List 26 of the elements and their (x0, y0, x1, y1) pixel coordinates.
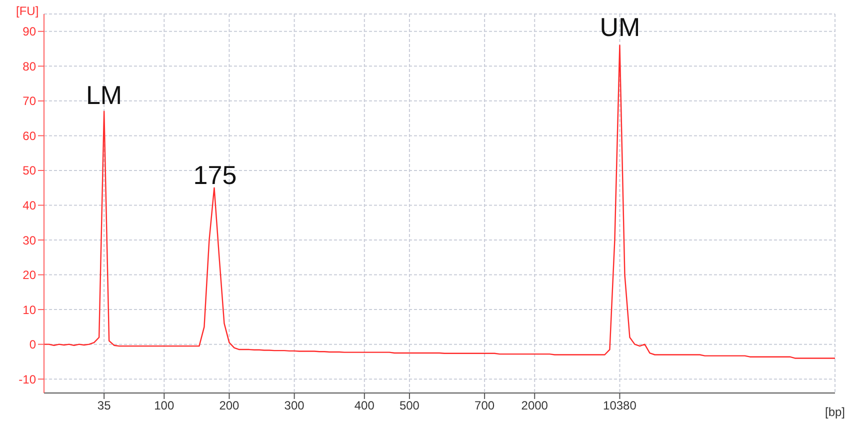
y-tick-label: 30 (22, 233, 36, 248)
x-axis-title: [bp] (824, 405, 845, 419)
x-tick-label: 10380 (603, 398, 637, 413)
annotation: 175 (193, 160, 237, 191)
line-series (44, 44, 835, 359)
x-tick-label: 35 (97, 398, 112, 413)
x-tick-label: 400 (354, 398, 375, 413)
x-tick-label: 2000 (521, 398, 548, 413)
x-tick-label: 300 (284, 398, 305, 413)
y-tick-label: 90 (22, 24, 36, 39)
annotation: UM (600, 12, 640, 43)
y-tick-label: -10 (18, 372, 36, 386)
y-tick-label: 0 (29, 338, 36, 352)
y-tick-label: 10 (22, 302, 36, 317)
y-tick-label: 80 (22, 59, 36, 74)
y-tick-label: 70 (22, 94, 36, 108)
y-tick-label: 40 (22, 198, 36, 212)
annotation: LM (86, 80, 122, 111)
x-tick-label: 100 (154, 398, 174, 413)
x-tick-label: 200 (219, 398, 240, 413)
y-axis-title: [FU] (16, 4, 39, 18)
y-tick-label: 50 (22, 164, 36, 178)
x-tick-label: 700 (474, 398, 495, 413)
y-tick-label: 20 (22, 268, 36, 282)
y-tick-label: 60 (22, 128, 36, 143)
x-tick-label: 500 (399, 398, 420, 413)
